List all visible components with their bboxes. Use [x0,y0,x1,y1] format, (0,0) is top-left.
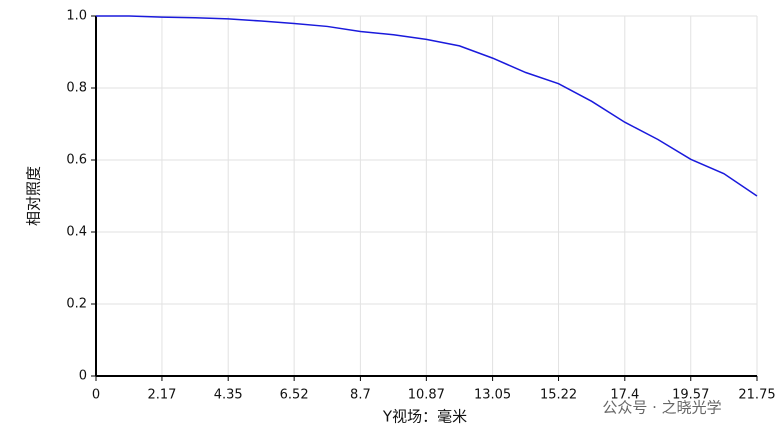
y-axis-label: 相对照度 [25,166,43,226]
y-tick-label: 0.4 [66,225,87,240]
x-axis-label: Y视场：毫米 [382,408,467,426]
y-tick-label: 0.6 [66,153,87,168]
x-tick-label: 10.87 [408,388,445,403]
y-tick-label: 0 [79,369,87,384]
watermark: 公众号 · 之晓光学 [602,399,721,417]
x-tick-label: 6.52 [280,388,309,403]
x-tick-label: 4.35 [214,388,243,403]
x-tick-label: 8.7 [350,388,371,403]
x-tick-label: 13.05 [474,388,511,403]
y-tick-label: 1.0 [66,9,87,24]
x-tick-label: 17.4 [610,388,639,403]
y-tick-label: 0.8 [66,81,87,96]
x-tick-label: 2.17 [147,388,176,403]
data-line [96,15,758,197]
x-tick-label: 21.75 [738,388,775,403]
y-tick-label: 0.2 [66,297,87,312]
x-tick-label: 0 [92,388,100,403]
x-tick-label: 19.57 [672,388,709,403]
x-tick-label: 15.22 [540,388,577,403]
